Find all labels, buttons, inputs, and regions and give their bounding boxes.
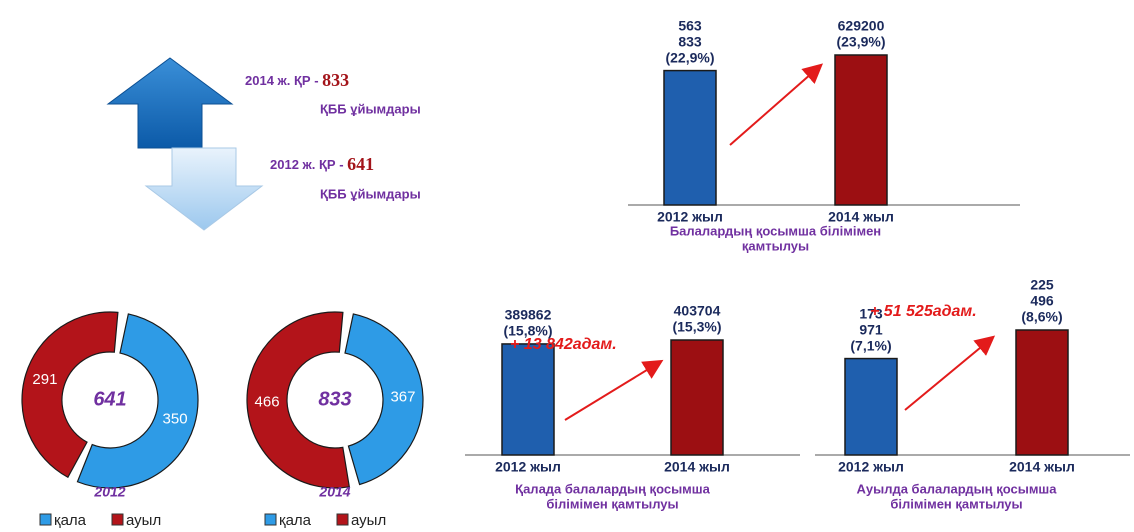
value-label: 629200: [838, 18, 885, 34]
down-arrow: [144, 147, 264, 231]
annotation-arrow: [904, 335, 996, 411]
value-label: 496: [1030, 293, 1054, 309]
bar: [1015, 329, 1069, 456]
value-label: 173: [859, 305, 883, 321]
x-tick-label: 2012 жыл: [657, 209, 723, 225]
donut-segment: [246, 311, 351, 489]
bar: [663, 69, 717, 206]
legend-swatch: [264, 513, 277, 526]
legend-swatch: [39, 513, 52, 526]
legend-label: ауыл: [126, 512, 161, 529]
up-arrow: [106, 57, 234, 149]
bar: [834, 54, 888, 206]
x-axis-label: Балалардың қосымша білімімен: [670, 223, 881, 238]
annotation-arrow: [564, 359, 664, 421]
info-text: 2014 ж. ҚР -: [245, 73, 322, 88]
legend-swatch: [336, 513, 349, 526]
info-line: 2014 ж. ҚР - 833: [245, 70, 349, 90]
segment-label: 367: [390, 388, 415, 405]
value-label: 563: [678, 17, 702, 33]
chart-title: 2012: [93, 484, 125, 500]
annotation: + 51 525адам.: [870, 303, 977, 320]
x-axis-label: Ауылда балалардың қосымша: [856, 481, 1057, 496]
value-label: 403704: [674, 303, 721, 319]
value-label: (7,1%): [850, 337, 891, 353]
donut-segment: [21, 311, 119, 479]
value-label: 389862: [505, 307, 552, 323]
x-tick-label: 2012 жыл: [838, 459, 904, 475]
x-axis-label: білімімен қамтылуы: [890, 496, 1022, 511]
legend-swatch: [111, 513, 124, 526]
bar: [844, 357, 898, 456]
legend-label: қала: [54, 512, 87, 529]
legend-label: ауыл: [351, 512, 386, 529]
segment-label: 350: [163, 411, 188, 428]
info-caption: ҚББ ұйымдары: [320, 101, 421, 116]
bar: [501, 343, 555, 456]
value-label: (22,9%): [665, 49, 714, 65]
bar: [670, 339, 724, 456]
value-label: (15,8%): [503, 323, 552, 339]
chart-title: 2014: [318, 484, 350, 500]
value-label: 225: [1030, 277, 1054, 293]
x-axis-label: білімімен қамтылуы: [546, 496, 678, 511]
value-label: 971: [859, 321, 883, 337]
donut-segment: [76, 313, 199, 489]
x-tick-label: 2014 жыл: [1009, 459, 1075, 475]
value-label: 833: [678, 33, 702, 49]
donut-total: 833: [318, 388, 351, 410]
info-text: 2012 ж. ҚР -: [270, 157, 347, 172]
x-tick-label: 2014 жыл: [664, 459, 730, 475]
x-axis-label: Қалада балалардың қосымша: [515, 481, 710, 496]
info-number: 641: [347, 154, 374, 174]
value-label: (15,3%): [672, 319, 721, 335]
value-label: (23,9%): [836, 34, 885, 50]
value-label: (8,6%): [1021, 309, 1062, 325]
segment-label: 291: [32, 371, 57, 388]
donut-total: 641: [93, 388, 126, 410]
legend-label: қала: [279, 512, 312, 529]
donut-segment: [344, 313, 424, 486]
x-tick-label: 2014 жыл: [828, 209, 894, 225]
info-number: 833: [322, 70, 349, 90]
info-line: 2012 ж. ҚР - 641: [270, 154, 374, 174]
annotation-arrow: [729, 63, 824, 146]
info-caption: ҚББ ұйымдары: [320, 186, 421, 201]
segment-label: 466: [255, 393, 280, 410]
annotation: + 13 842адам.: [510, 336, 617, 353]
x-axis-label: қамтылуы: [742, 238, 809, 253]
x-tick-label: 2012 жыл: [495, 459, 561, 475]
